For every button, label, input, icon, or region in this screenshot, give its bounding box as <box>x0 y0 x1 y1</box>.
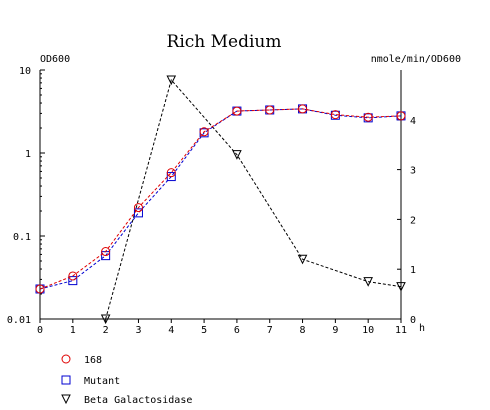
data-point <box>396 282 406 292</box>
data-point <box>265 105 275 115</box>
data-point <box>199 127 209 137</box>
data-point <box>166 75 177 86</box>
data-point <box>101 247 111 257</box>
x-tick-label: 4 <box>168 325 174 336</box>
x-tick-label: 3 <box>135 325 141 336</box>
y-right-tick-label: 3 <box>410 166 416 177</box>
legend-label: Mutant <box>84 376 120 387</box>
y-right-tick-label: 1 <box>410 265 416 276</box>
data-point <box>232 106 242 116</box>
series-line <box>39 108 402 290</box>
y-left-tick-label: 0.01 <box>7 315 31 326</box>
y-left-tick-label: 0.1 <box>13 232 31 243</box>
data-point <box>298 104 308 114</box>
data-point <box>396 111 406 121</box>
x-tick-label: 7 <box>267 325 273 336</box>
data-point <box>363 112 373 122</box>
y-right-axis-label: nmole/min/OD600 <box>371 54 461 65</box>
legend-marker <box>61 354 71 364</box>
data-point <box>100 314 111 325</box>
series-left-0 <box>35 104 406 294</box>
data-point <box>133 203 143 213</box>
data-point <box>133 208 143 218</box>
x-tick-label: 9 <box>332 325 338 336</box>
y-left-axis-label: OD600 <box>40 54 70 65</box>
legend: 168 Mutant Beta Galactosidase <box>61 354 192 406</box>
x-tick-label: 5 <box>201 325 207 336</box>
y-left-tick-label: 1 <box>25 149 31 160</box>
series-left-1 <box>35 104 406 294</box>
y-right-tick-label: 0 <box>410 315 416 326</box>
x-tick-label: 0 <box>37 325 43 336</box>
data-point <box>330 110 340 120</box>
data-point <box>68 271 78 281</box>
data-point <box>68 276 78 286</box>
y-left-tick-label: 10 <box>19 66 31 77</box>
x-tick-label: 10 <box>362 325 374 336</box>
legend-label: Beta Galactosidase <box>84 395 192 405</box>
legend-marker <box>61 375 71 385</box>
data-point <box>232 150 242 160</box>
legend-marker <box>61 394 71 405</box>
x-tick-label: 2 <box>103 325 109 336</box>
legend-item: 168 <box>61 354 102 366</box>
legend-label: 168 <box>84 355 102 366</box>
x-axis-unit-label: h <box>419 323 425 334</box>
series-right-2 <box>100 75 406 325</box>
data-point <box>297 254 308 265</box>
x-tick-label: 6 <box>234 325 240 336</box>
legend-item: Mutant <box>61 375 120 387</box>
x-tick-label: 1 <box>70 325 76 336</box>
x-tick-label: 8 <box>300 325 306 336</box>
axes: 0 1 2 3 4 5 6 7 8 9 10 11 10 1 0.1 0.01 0 1 2 3 4 <box>7 66 416 336</box>
data-point <box>166 168 176 178</box>
series-line <box>105 78 402 320</box>
legend-item: Beta Galactosidase <box>61 394 192 406</box>
y-right-tick-label: 4 <box>410 116 416 127</box>
series-layer <box>35 75 406 325</box>
data-point <box>35 284 45 294</box>
chart-title: Rich Medium <box>167 32 282 52</box>
x-tick-label: 11 <box>395 325 407 336</box>
data-point <box>363 277 373 287</box>
data-point <box>166 172 176 182</box>
y-right-tick-label: 2 <box>410 215 416 226</box>
